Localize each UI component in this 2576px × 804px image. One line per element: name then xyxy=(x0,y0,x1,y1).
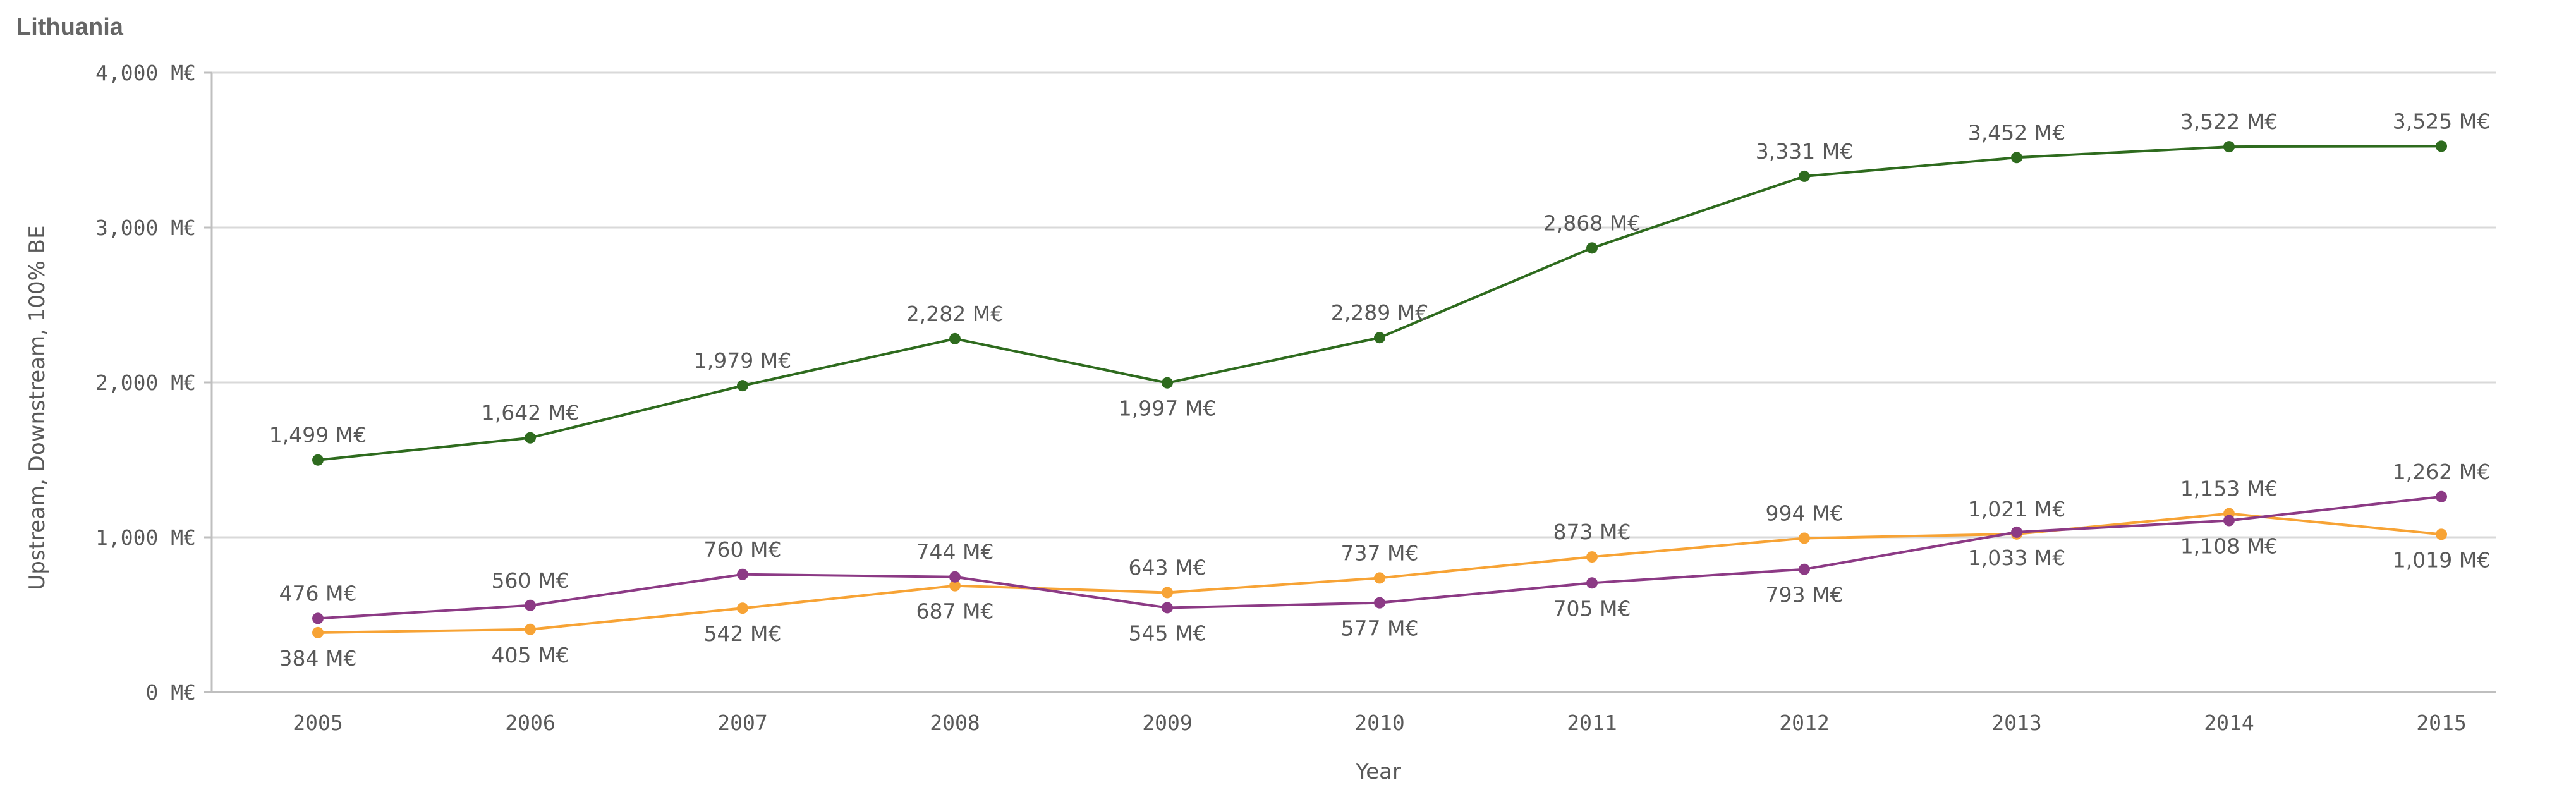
data-label: 577 M€ xyxy=(1341,616,1419,641)
data-point[interactable] xyxy=(1799,563,1810,575)
y-axis-ticks: 0 M€ 1,000 M€ 2,000 M€ 3,000 M€ 4,000 M€ xyxy=(95,61,212,705)
x-tick-label: 2013 xyxy=(1991,710,2041,735)
data-label: 476 M€ xyxy=(279,581,357,606)
data-label: 643 M€ xyxy=(1129,555,1206,580)
data-label: 560 M€ xyxy=(492,568,569,593)
data-labels: 1,499 M€ 1,642 M€ 1,979 M€ 2,282 M€ 1,997 M€… xyxy=(269,109,2490,671)
x-tick-label: 2010 xyxy=(1354,710,1404,735)
data-point[interactable] xyxy=(1162,602,1173,614)
data-point[interactable] xyxy=(737,568,748,580)
data-label: 1,033 M€ xyxy=(1968,545,2065,570)
data-point[interactable] xyxy=(1374,332,1385,344)
data-point[interactable] xyxy=(312,454,324,466)
data-label: 1,262 M€ xyxy=(2393,460,2490,484)
data-label: 1,979 M€ xyxy=(694,348,791,373)
x-tick-label: 2007 xyxy=(717,710,767,735)
data-label: 1,021 M€ xyxy=(1968,497,2065,521)
data-label: 1,019 M€ xyxy=(2393,547,2490,572)
data-point[interactable] xyxy=(1586,242,1598,254)
data-label: 1,108 M€ xyxy=(2180,534,2278,559)
x-tick-label: 2011 xyxy=(1567,710,1617,735)
x-tick-label: 2009 xyxy=(1142,710,1192,735)
data-point[interactable] xyxy=(2436,140,2447,152)
data-point[interactable] xyxy=(1374,597,1385,609)
x-tick-label: 2008 xyxy=(930,710,980,735)
data-label: 3,331 M€ xyxy=(1756,139,1853,164)
x-tick-label: 2015 xyxy=(2416,710,2466,735)
data-point[interactable] xyxy=(525,599,536,611)
data-point[interactable] xyxy=(2223,515,2235,527)
data-label: 994 M€ xyxy=(1766,501,1844,525)
data-point[interactable] xyxy=(1162,587,1173,599)
data-point[interactable] xyxy=(312,626,324,638)
data-point[interactable] xyxy=(1162,377,1173,389)
data-label: 3,452 M€ xyxy=(1968,120,2065,145)
gridlines xyxy=(212,71,2496,539)
data-label: 2,868 M€ xyxy=(1543,210,1641,235)
y-tick-label: 2,000 M€ xyxy=(95,370,196,395)
data-label: 384 M€ xyxy=(279,646,357,671)
x-axis-title: Year xyxy=(1355,759,1401,784)
data-label: 737 M€ xyxy=(1341,540,1419,565)
data-point[interactable] xyxy=(737,380,748,392)
data-point[interactable] xyxy=(949,332,961,344)
x-axis-ticks: 2005 2006 2007 2008 2009 2010 2011 2012 2013 2014… xyxy=(293,710,2466,735)
x-tick-label: 2014 xyxy=(2204,710,2254,735)
data-label: 744 M€ xyxy=(916,540,994,564)
data-label: 1,499 M€ xyxy=(269,423,367,448)
y-tick-label: 0 M€ xyxy=(146,680,196,705)
data-label: 3,522 M€ xyxy=(2180,109,2278,134)
x-tick-label: 2012 xyxy=(1779,710,1829,735)
data-point[interactable] xyxy=(2436,490,2447,502)
y-tick-label: 1,000 M€ xyxy=(95,525,196,550)
data-label: 793 M€ xyxy=(1766,583,1844,607)
data-point[interactable] xyxy=(525,623,536,635)
data-point[interactable] xyxy=(1374,572,1385,584)
data-label: 545 M€ xyxy=(1129,621,1206,645)
chart-title: Lithuania xyxy=(16,14,123,40)
data-point[interactable] xyxy=(1586,551,1598,563)
data-label: 542 M€ xyxy=(704,621,782,646)
y-tick-label: 4,000 M€ xyxy=(95,61,196,85)
data-point[interactable] xyxy=(1799,532,1810,544)
data-point[interactable] xyxy=(2011,526,2022,538)
data-label: 1,153 M€ xyxy=(2180,477,2278,501)
x-tick-label: 2005 xyxy=(293,710,343,735)
data-label: 1,642 M€ xyxy=(482,401,579,425)
data-label: 405 M€ xyxy=(492,643,569,667)
data-point[interactable] xyxy=(312,612,324,624)
data-label: 3,525 M€ xyxy=(2393,109,2490,133)
data-point[interactable] xyxy=(1799,170,1810,182)
data-point[interactable] xyxy=(2436,528,2447,540)
data-point[interactable] xyxy=(949,580,961,592)
x-tick-label: 2006 xyxy=(505,710,555,735)
data-label: 1,997 M€ xyxy=(1119,396,1216,421)
data-label: 705 M€ xyxy=(1553,596,1631,621)
data-label: 873 M€ xyxy=(1553,520,1631,544)
y-tick-label: 3,000 M€ xyxy=(95,216,196,240)
data-point[interactable] xyxy=(2223,141,2235,153)
series-group xyxy=(312,140,2447,638)
data-point[interactable] xyxy=(949,571,961,583)
data-label: 760 M€ xyxy=(704,537,782,562)
data-point[interactable] xyxy=(525,432,536,444)
data-label: 2,289 M€ xyxy=(1331,300,1428,325)
data-point[interactable] xyxy=(737,602,748,614)
data-point[interactable] xyxy=(1586,577,1598,589)
y-axis-title: Upstream, Downstream, 100% BE xyxy=(25,225,50,590)
data-label: 687 M€ xyxy=(916,599,994,624)
data-label: 2,282 M€ xyxy=(906,302,1004,326)
data-point[interactable] xyxy=(2011,152,2022,164)
